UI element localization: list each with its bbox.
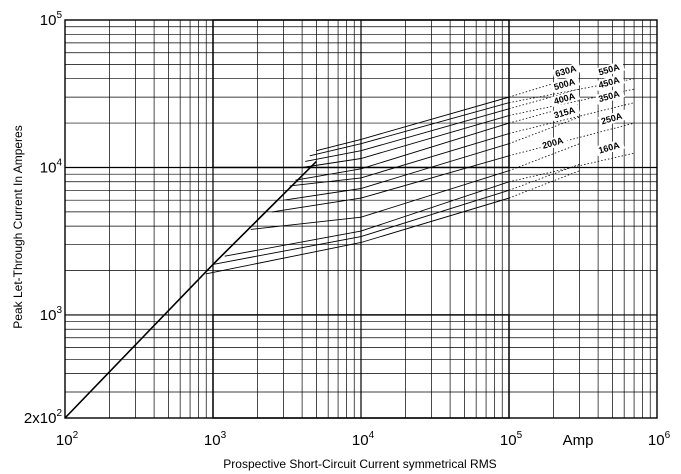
curve-label-bg bbox=[597, 109, 628, 127]
y-tick-label: 104 bbox=[40, 157, 63, 176]
curve-label-bg bbox=[595, 60, 625, 79]
curve-label: 250A bbox=[600, 111, 624, 127]
series-line bbox=[316, 96, 510, 152]
tick-base: 10 bbox=[648, 432, 665, 449]
y-axis-title: Peak Let-Through Current In Amperes bbox=[11, 125, 25, 328]
curve-group bbox=[64, 75, 635, 419]
series-line bbox=[271, 155, 510, 213]
x-axis-title: Prospective Short-Circuit Current symmet… bbox=[223, 457, 496, 471]
curve-label-bg bbox=[550, 89, 581, 108]
tick-base: 10 bbox=[56, 432, 73, 449]
curve-label-bg bbox=[550, 103, 581, 122]
tick-exponent: 4 bbox=[369, 430, 375, 441]
plot-border bbox=[64, 19, 658, 419]
curve-label: 350A bbox=[597, 88, 621, 104]
x-unit-label: Amp bbox=[563, 432, 594, 449]
series-line bbox=[283, 143, 510, 201]
y-tick-label: 105 bbox=[40, 10, 63, 29]
curve-label-bg bbox=[595, 138, 625, 157]
tick-exponent: 5 bbox=[56, 10, 62, 21]
y-tick-label: 2x102 bbox=[24, 408, 63, 427]
x-tick-label: 105 bbox=[500, 430, 523, 449]
tick-exponent: 5 bbox=[517, 430, 523, 441]
series-line bbox=[309, 102, 510, 157]
x-tick-label: 104 bbox=[352, 430, 375, 449]
curve-label-bg bbox=[550, 75, 581, 93]
series-line-extension bbox=[508, 163, 580, 191]
tick-exponent: 6 bbox=[665, 430, 671, 441]
limit-line bbox=[64, 160, 317, 419]
curve-label-bg bbox=[595, 73, 625, 91]
series-line bbox=[224, 181, 510, 257]
curve-label-bg bbox=[595, 87, 625, 105]
y-tick-label: 103 bbox=[40, 305, 63, 324]
tick-base: 10 bbox=[40, 159, 57, 176]
series-line bbox=[250, 170, 510, 230]
tick-base: 10 bbox=[500, 432, 517, 449]
x-tick-label: 102 bbox=[56, 430, 79, 449]
series-line bbox=[289, 133, 510, 187]
x-tick-label: 103 bbox=[204, 430, 227, 449]
series-line bbox=[212, 189, 510, 265]
curve-label: 200A bbox=[541, 135, 565, 151]
tick-base: 10 bbox=[352, 432, 369, 449]
series-line bbox=[206, 197, 510, 275]
tick-base: 10 bbox=[40, 307, 57, 324]
series-line bbox=[305, 108, 510, 162]
tick-exponent: 2 bbox=[56, 408, 62, 419]
curve-label-bg bbox=[551, 62, 582, 80]
x-tick-label: 106 bbox=[648, 430, 671, 449]
series-line-extension bbox=[508, 102, 635, 134]
tick-exponent: 3 bbox=[56, 305, 62, 316]
series-line-extension bbox=[508, 88, 635, 116]
series-line-extension bbox=[508, 170, 580, 199]
series-line bbox=[302, 115, 510, 168]
series-line-extension bbox=[508, 122, 635, 157]
curve-label: 315A bbox=[553, 105, 577, 121]
tick-exponent: 2 bbox=[73, 430, 79, 441]
curve-label-bg bbox=[538, 134, 569, 152]
series-line bbox=[295, 122, 510, 181]
tick-exponent: 3 bbox=[221, 430, 227, 441]
tick-base: 2x10 bbox=[24, 410, 57, 427]
tick-exponent: 4 bbox=[56, 157, 62, 168]
tick-base: 10 bbox=[40, 12, 57, 29]
tick-base: 10 bbox=[204, 432, 221, 449]
curve-label: 160A bbox=[597, 140, 621, 156]
